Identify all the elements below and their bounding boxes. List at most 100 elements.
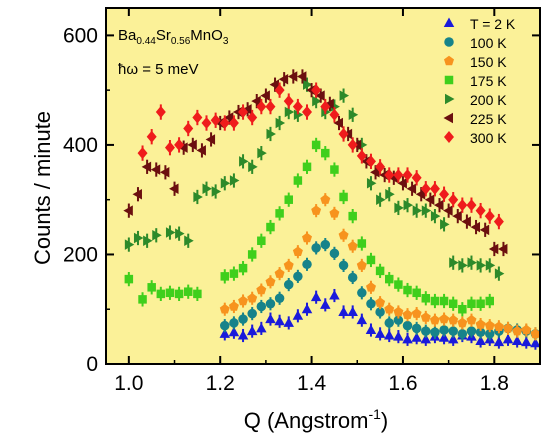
data-point [265,100,276,113]
data-point [202,183,213,194]
data-point [256,100,267,113]
data-point [330,165,339,174]
data-point [248,161,258,173]
data-point [301,303,313,314]
data-point [312,95,322,107]
series-4 [124,137,494,317]
data-point [311,243,321,253]
data-point [338,230,349,240]
data-point [150,164,161,175]
data-point [320,239,331,250]
data-point [385,188,395,200]
data-point [123,205,133,216]
data-point [275,209,284,218]
data-point [475,204,486,217]
data-point [430,327,440,337]
data-point [393,315,404,325]
data-point [412,288,421,298]
data-point [324,98,334,110]
data-point [439,325,449,335]
data-point [457,317,468,328]
data-point [421,205,432,216]
data-point [357,288,367,298]
data-point [348,109,359,121]
data-point [239,156,249,167]
data-point [356,260,367,270]
x-tick-label: 1.8 [480,372,509,395]
data-point [165,227,176,238]
data-point [192,111,203,124]
data-point [452,210,462,222]
data-point [393,169,404,182]
data-point [421,326,431,336]
data-point [366,282,376,292]
data-point [402,333,413,344]
data-point [403,285,412,295]
data-point [146,130,157,143]
data-point [379,169,389,181]
data-point [339,90,350,101]
series-layer [123,69,541,350]
data-point [223,112,234,123]
data-point [205,134,216,145]
data-point [219,117,230,130]
x-axis-label: Q (Angstrom-1) [244,406,388,433]
data-point [512,325,523,336]
data-point [521,336,532,347]
data-point [257,236,266,246]
data-point [402,320,413,331]
data-point [458,304,467,314]
legend-marker [445,93,455,105]
data-point [274,293,285,304]
data-point [370,167,380,178]
data-point [394,280,403,289]
data-point [411,171,422,184]
data-point [429,182,440,195]
data-point [310,291,322,302]
data-point [124,274,134,284]
data-point [384,169,395,182]
data-point [124,239,135,250]
data-point [439,296,449,306]
data-point [406,183,417,194]
data-point [293,109,304,121]
data-point [448,299,458,309]
data-point [375,297,386,307]
data-point [488,243,499,255]
data-point [485,296,494,306]
data-point [429,314,440,325]
data-point [421,294,431,303]
data-point [220,272,230,281]
data-point [152,230,162,241]
x-tick-label: 1.0 [114,372,143,395]
data-point [247,308,257,319]
data-point [321,148,330,158]
data-point [133,232,144,244]
data-point [275,117,286,129]
series-7 [137,82,504,230]
data-point [438,332,450,342]
data-point [229,318,239,328]
data-point [274,315,285,326]
data-point [251,95,261,107]
data-point [347,272,358,283]
legend-marker [444,75,454,85]
data-point [393,306,404,317]
data-point [329,208,340,218]
data-point [329,290,340,300]
data-point [365,324,377,335]
data-point [424,194,435,205]
data-point [210,114,221,127]
data-point [339,192,348,202]
data-point [356,314,368,325]
data-point [411,308,422,318]
data-point [347,138,358,151]
data-point [293,176,303,185]
data-point [375,307,385,317]
data-point [175,228,185,239]
data-point [283,95,294,108]
data-point [440,219,450,230]
data-point [265,313,276,324]
data-point [338,306,349,316]
